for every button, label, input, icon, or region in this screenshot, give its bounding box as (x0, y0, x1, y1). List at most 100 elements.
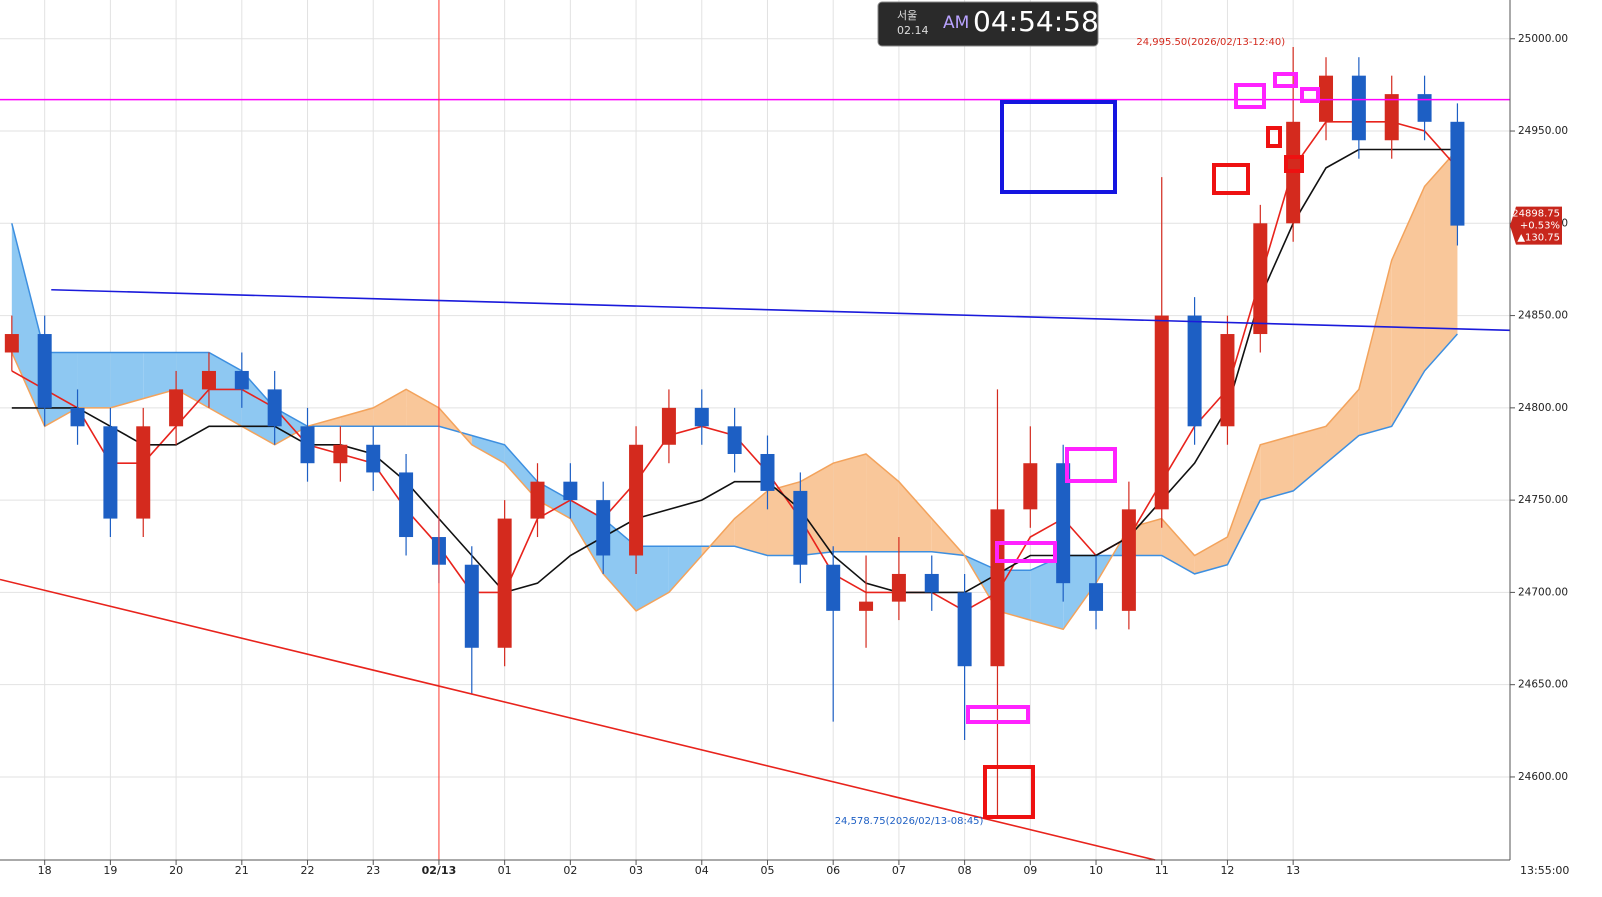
candle-body (629, 444, 644, 556)
box (995, 541, 1057, 563)
cloud-segment (1063, 555, 1097, 630)
low-annotation: 24,578.75(2026/02/13-08:45) (835, 816, 984, 827)
cloud-segment (898, 481, 932, 552)
candle-body (1187, 315, 1202, 427)
cloud-segment (471, 435, 505, 464)
cloud-segment (570, 500, 604, 574)
cloud-segment (1030, 555, 1064, 630)
box (1212, 163, 1250, 195)
cloud-segment (833, 453, 867, 552)
box (1284, 155, 1304, 173)
overlays: 24,995.50(2026/02/13-12:40) 24,578.75(202… (0, 0, 1511, 861)
cloud-segment (77, 352, 111, 408)
candle-body (169, 389, 184, 427)
cloud-segment (1358, 260, 1392, 436)
candle-body (760, 453, 775, 491)
candle-body (530, 481, 545, 519)
candle-body (201, 370, 216, 390)
candle-body (464, 564, 479, 648)
x-tick-label: 10 (1089, 864, 1103, 877)
clock-time: 04:54:58 (973, 5, 1099, 38)
candle-body (1220, 334, 1235, 427)
cloud-segment (406, 389, 439, 427)
cloud-segment (143, 352, 177, 399)
cloud-segment (636, 546, 669, 611)
high-annotation: 24,995.50(2026/02/13-12:40) (1136, 37, 1285, 48)
x-tick-label: 04 (695, 864, 709, 877)
box (1266, 126, 1282, 148)
candle-body (136, 426, 151, 519)
y-tick-label: 24800.00 (1518, 402, 1568, 414)
candle-body (1056, 463, 1071, 584)
cloud-segment (110, 352, 144, 408)
cloud-segment (537, 481, 571, 519)
x-tick-label: 19 (103, 864, 117, 877)
candle-body (1319, 75, 1334, 122)
box (1300, 87, 1320, 103)
cloud-segment (734, 490, 768, 556)
x-tick-label: 02/13 (422, 864, 457, 877)
cloud-segment (11, 223, 45, 427)
candle-body (661, 407, 676, 445)
cloud-line-a (11, 223, 1458, 575)
cloud-segment (997, 570, 1031, 621)
candle-body (103, 426, 118, 519)
candle-body (1023, 463, 1038, 510)
candle-body (694, 407, 709, 427)
annotation-boxes (966, 72, 1320, 819)
y-tick-label: 25000.00 (1518, 33, 1568, 45)
candle-body (70, 407, 85, 427)
box (966, 705, 1030, 724)
candle-body (1253, 223, 1268, 335)
candle-body (957, 592, 972, 667)
cloud-segment (1424, 149, 1458, 371)
cloud-segment (1194, 537, 1228, 574)
candle-body (399, 472, 414, 538)
candle-body (1450, 121, 1465, 226)
candle-body (1121, 509, 1136, 611)
cloud-segment (866, 453, 899, 552)
candle-body (793, 490, 808, 565)
candle-body (727, 426, 742, 454)
x-tick-label: 01 (498, 864, 512, 877)
cloud-segment (176, 352, 209, 408)
x-tick-label: 07 (892, 864, 906, 877)
candle-body (891, 573, 906, 602)
candle-body (990, 509, 1005, 667)
candle-body (826, 564, 841, 611)
candles (4, 47, 1465, 817)
y-tick-label: 24950.00 (1518, 125, 1568, 137)
candle-body (333, 444, 348, 464)
cloud-segment (504, 444, 538, 501)
price-tag-text: 24898.75 (1512, 209, 1560, 220)
clock-city: 서울 (897, 9, 917, 22)
clock-ampm: AM (943, 13, 969, 33)
x-tick-label: 06 (826, 864, 840, 877)
x-tick-label: 09 (1023, 864, 1037, 877)
candle-body (563, 481, 578, 501)
x-tick-label: 18 (38, 864, 52, 877)
cloud-segment (1391, 186, 1425, 427)
box (1234, 83, 1266, 109)
x-tick-label: 20 (169, 864, 183, 877)
box (1000, 100, 1117, 194)
x-tick-label: 21 (235, 864, 249, 877)
candle-body (859, 601, 874, 611)
box (983, 765, 1035, 819)
clock-frame (877, 1, 1099, 47)
cloud-segment (603, 518, 637, 611)
x-tick-label: 12 (1220, 864, 1234, 877)
candle-body (1417, 94, 1432, 122)
candle-body (924, 573, 939, 593)
candle-body (1351, 75, 1366, 141)
y-tick-label: 24650.00 (1518, 679, 1568, 691)
candle-body (300, 426, 315, 464)
x-tick-label: 02 (563, 864, 577, 877)
candle-body (1089, 583, 1104, 611)
candle-body (497, 518, 512, 648)
price-tag-text: +0.53% (1520, 221, 1560, 232)
x-tick-label: 03 (629, 864, 643, 877)
cloud-segment (373, 389, 407, 427)
x-tick-label: 13 (1286, 864, 1300, 877)
cloud-segment (668, 546, 702, 593)
